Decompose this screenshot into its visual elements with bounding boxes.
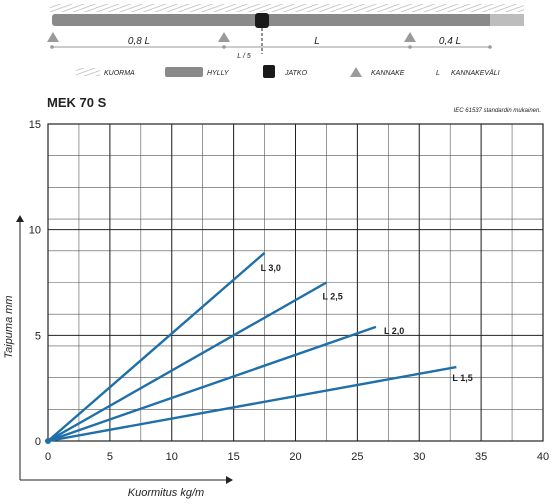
y-tick-label: 5 <box>35 330 41 342</box>
support-triangle-2 <box>218 32 230 42</box>
y-axis-label: Taipuma mm <box>3 295 15 358</box>
origin-dot <box>45 438 51 444</box>
plot-frame <box>47 123 544 442</box>
series-line <box>47 325 377 443</box>
series-label: L 1,5 <box>452 373 472 383</box>
y-tick-label: 10 <box>29 225 41 237</box>
series-line <box>47 281 328 443</box>
dimension-dot-2 <box>222 45 226 49</box>
x-tick-label: 25 <box>351 451 363 463</box>
x-tick-label: 10 <box>166 451 178 463</box>
legend-span-symbol: L <box>436 70 440 77</box>
dimension-dot-4 <box>488 45 492 49</box>
shelf-bar <box>52 14 524 26</box>
y-tick-label: 15 <box>29 119 41 131</box>
x-tick-label: 35 <box>475 451 487 463</box>
chart-title: MEK 70 S <box>47 95 107 110</box>
legend-load-label: KUORMA <box>104 70 135 77</box>
series-labels: L 3,0 L 2,5 L 2,0 L 1,5 <box>261 263 473 383</box>
x-tick-label: 40 <box>537 451 549 463</box>
series-label: L 2,0 <box>384 326 404 336</box>
legend-load-swatch <box>76 68 100 76</box>
support-triangle-1 <box>47 32 59 42</box>
legend-support-triangle <box>350 67 362 77</box>
x-tick-label: 15 <box>228 451 240 463</box>
x-tick-label: 5 <box>107 451 113 463</box>
legend-joint-swatch <box>263 65 275 78</box>
x-tick-label: 20 <box>289 451 301 463</box>
series-label: L 2,5 <box>322 292 342 302</box>
beam-diagram: 0,8 L L 0,4 L L / 5 <box>47 4 524 60</box>
legend-support-label: KANNAKE <box>371 70 405 77</box>
span-right-label: 0,4 L <box>439 36 461 47</box>
joint-offset-label: L / 5 <box>237 53 251 60</box>
x-tick-label: 30 <box>413 451 425 463</box>
load-hatch <box>50 4 524 12</box>
x-tick-label: 0 <box>45 451 51 463</box>
legend-shelf-swatch <box>165 67 203 77</box>
y-tick-label: 0 <box>35 436 41 448</box>
series-lines <box>47 252 457 443</box>
legend: KUORMA HYLLY JATKO KANNAKE L KANNAKEVÄLI <box>76 65 500 78</box>
span-left-label: 0,8 L <box>128 36 150 47</box>
series-line <box>47 365 457 443</box>
support-triangle-3 <box>404 32 416 42</box>
shelf-fade <box>490 14 524 26</box>
legend-span-label: KANNAKEVÄLI <box>451 69 500 77</box>
legend-shelf-label: HYLLY <box>207 70 230 77</box>
span-middle-label: L <box>314 36 320 47</box>
dimension-dot-3 <box>408 45 412 49</box>
y-axis-arrowhead <box>16 215 24 222</box>
series-label: L 3,0 <box>261 263 281 273</box>
legend-joint-label: JATKO <box>284 70 308 77</box>
tick-labels: 0 5 10 15 20 25 30 35 40 0 5 10 15 <box>29 119 549 463</box>
x-axis-arrowhead <box>226 476 233 484</box>
x-axis-label: Kuormitus kg/m <box>128 487 204 499</box>
chart-note: IEC 61537 standardin mukainen. <box>454 108 541 114</box>
dimension-dot-1 <box>50 45 54 49</box>
joint-marker <box>255 13 269 28</box>
series-line <box>47 252 266 442</box>
